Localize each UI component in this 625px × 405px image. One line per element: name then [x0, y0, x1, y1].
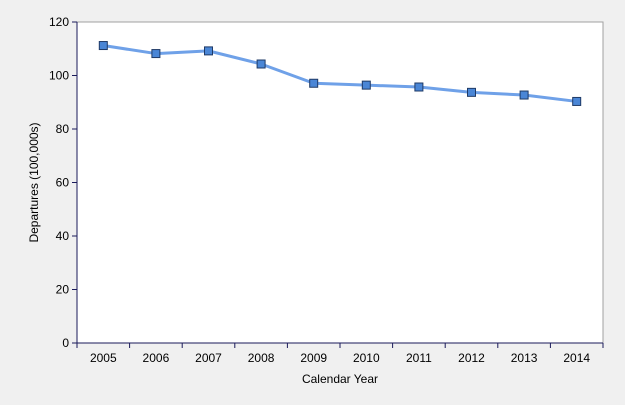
x-axis-ticks: 2005 2006 2007 2008 2009 2010 2011 2012 2013 2014 [76, 343, 604, 365]
data-point-marker [256, 59, 266, 69]
x-tick-label: 2013 [511, 351, 538, 365]
y-axis-ticks: 0 20 40 60 80 100 120 [49, 15, 77, 350]
data-point-marker [414, 82, 424, 92]
x-tick-label: 2011 [406, 351, 432, 365]
data-point-marker [151, 49, 161, 59]
x-tick-label: 2007 [195, 351, 222, 365]
x-tick-label: 2012 [458, 351, 485, 365]
x-tick-label: 2009 [300, 351, 327, 365]
data-point-marker [467, 87, 476, 97]
data-point-marker [519, 90, 529, 100]
x-tick-label: 2006 [143, 351, 170, 365]
y-axis-title: Departures (100,000s) [27, 122, 41, 242]
y-tick-label: 80 [56, 122, 70, 136]
plot-area [76, 21, 604, 344]
data-point-marker [309, 78, 319, 88]
data-point-marker [204, 46, 213, 56]
y-tick-label: 100 [49, 69, 69, 83]
x-tick-label: 2010 [353, 351, 380, 365]
series-line [103, 44, 577, 103]
y-tick-label: 0 [62, 336, 69, 350]
data-point-marker [98, 41, 108, 51]
x-tick-label: 2008 [248, 351, 275, 365]
x-tick-label: 2005 [90, 351, 117, 365]
x-axis-title: Calendar Year [302, 372, 378, 386]
y-tick-label: 40 [56, 229, 70, 243]
y-tick-label: 20 [56, 283, 70, 297]
x-tick-label: 2014 [563, 351, 590, 365]
data-point-marker [572, 96, 582, 106]
y-tick-label: 60 [56, 176, 70, 190]
data-markers [98, 41, 582, 106]
data-point-marker [361, 80, 371, 90]
y-tick-label: 120 [49, 15, 69, 29]
